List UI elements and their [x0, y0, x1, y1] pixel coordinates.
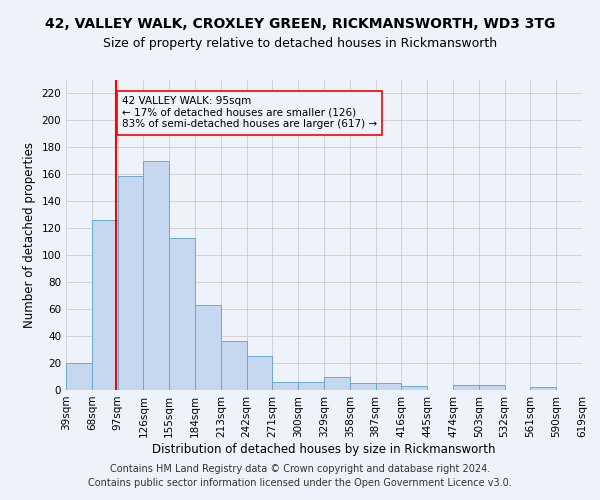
Bar [401, 386, 427, 390]
Bar [66, 363, 92, 390]
Bar [195, 305, 221, 390]
Y-axis label: Number of detached properties: Number of detached properties [23, 142, 36, 328]
Bar [221, 342, 247, 390]
Bar [272, 382, 298, 390]
Bar [169, 238, 195, 390]
Bar [376, 384, 401, 390]
Text: Contains HM Land Registry data © Crown copyright and database right 2024.
Contai: Contains HM Land Registry data © Crown c… [88, 464, 512, 487]
Bar [324, 376, 350, 390]
Bar [453, 384, 479, 390]
Bar [247, 356, 272, 390]
Text: 42, VALLEY WALK, CROXLEY GREEN, RICKMANSWORTH, WD3 3TG: 42, VALLEY WALK, CROXLEY GREEN, RICKMANS… [45, 18, 555, 32]
Text: 42 VALLEY WALK: 95sqm
← 17% of detached houses are smaller (126)
83% of semi-det: 42 VALLEY WALK: 95sqm ← 17% of detached … [122, 96, 377, 130]
Bar [143, 161, 169, 390]
Bar [530, 388, 556, 390]
Text: Size of property relative to detached houses in Rickmansworth: Size of property relative to detached ho… [103, 38, 497, 51]
Bar [118, 176, 143, 390]
X-axis label: Distribution of detached houses by size in Rickmansworth: Distribution of detached houses by size … [152, 442, 496, 456]
Bar [92, 220, 118, 390]
Bar [298, 382, 324, 390]
Bar [350, 384, 376, 390]
Bar [479, 384, 505, 390]
